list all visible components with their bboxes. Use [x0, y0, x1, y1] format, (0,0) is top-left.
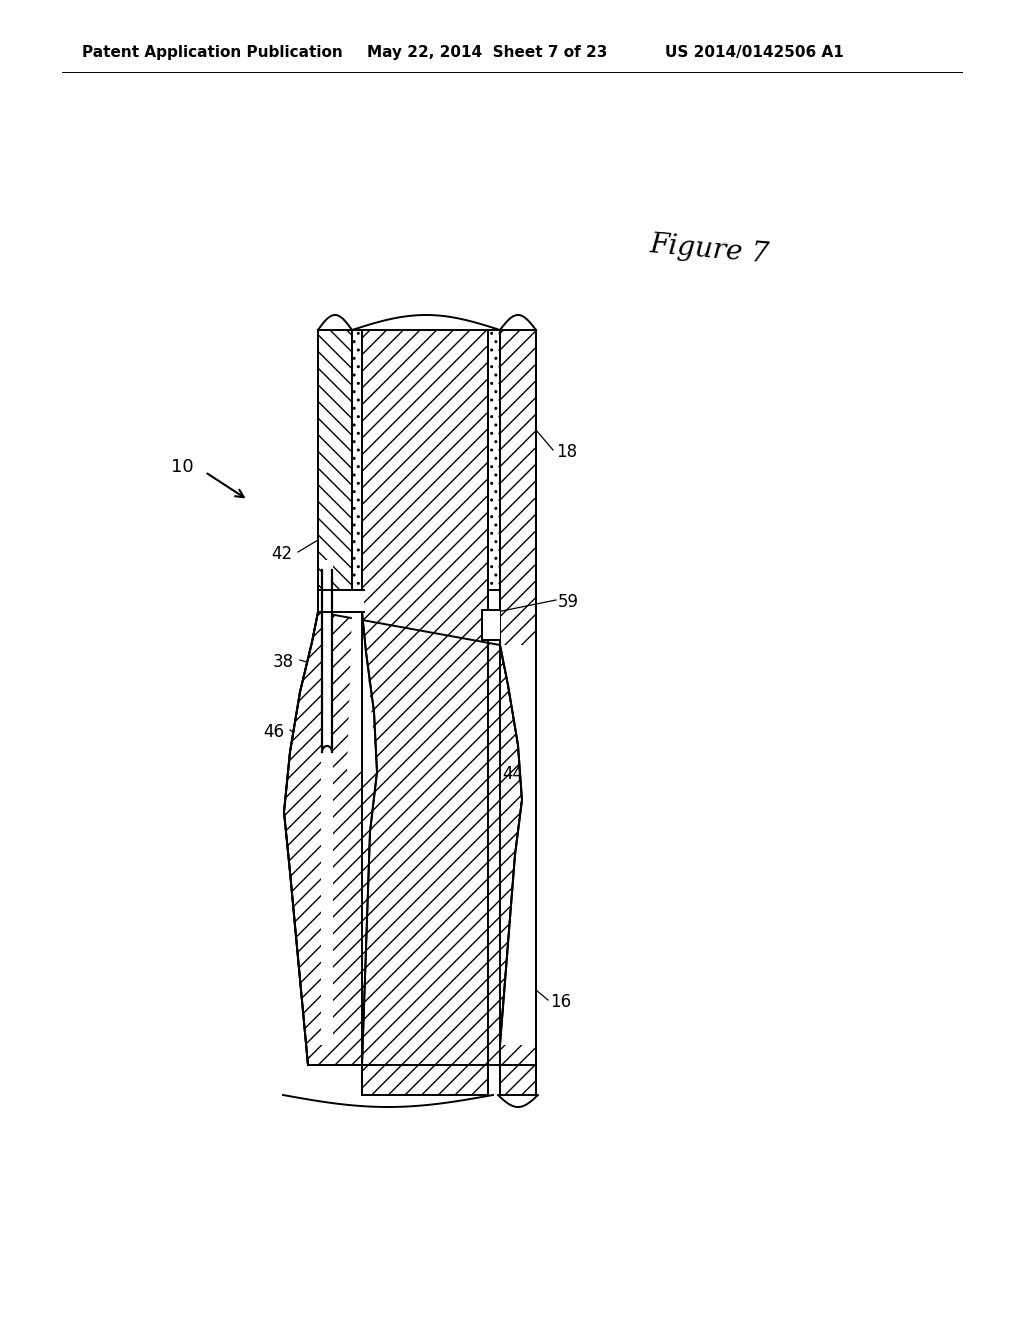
Polygon shape: [321, 560, 333, 1045]
Text: 46: 46: [263, 723, 284, 741]
Text: 59: 59: [558, 593, 579, 611]
Polygon shape: [488, 330, 500, 590]
Polygon shape: [318, 330, 352, 590]
Polygon shape: [500, 645, 536, 1045]
Polygon shape: [284, 612, 536, 1065]
Polygon shape: [482, 610, 500, 640]
Polygon shape: [362, 330, 488, 1096]
Text: 18: 18: [556, 444, 578, 461]
Text: 38: 38: [272, 653, 294, 671]
Text: Patent Application Publication: Patent Application Publication: [82, 45, 343, 59]
Text: 42: 42: [271, 545, 292, 564]
Text: May 22, 2014  Sheet 7 of 23: May 22, 2014 Sheet 7 of 23: [367, 45, 607, 59]
Text: 44: 44: [502, 766, 523, 783]
Text: US 2014/0142506 A1: US 2014/0142506 A1: [665, 45, 844, 59]
Polygon shape: [500, 330, 536, 1096]
Polygon shape: [347, 612, 377, 772]
Text: 16: 16: [550, 993, 571, 1011]
Polygon shape: [352, 330, 362, 590]
Text: 10: 10: [171, 458, 194, 477]
Polygon shape: [318, 590, 364, 612]
Text: Figure 7: Figure 7: [648, 231, 770, 269]
